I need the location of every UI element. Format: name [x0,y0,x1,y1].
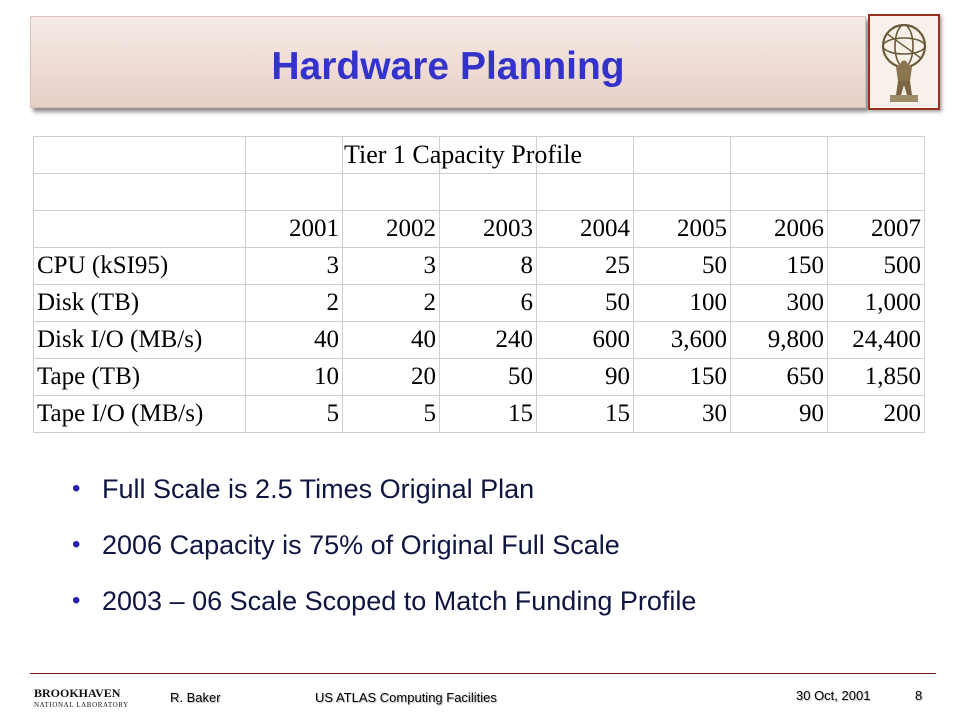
table-row: Disk (TB) 2 2 6 50 100 300 1,000 [33,284,925,322]
bullet-text: 2003 – 06 Scale Scoped to Match Funding … [102,586,697,616]
bullet-dot-icon: • [72,587,81,614]
table-cell: 200 [827,395,925,433]
table-cell: 5 [245,395,343,433]
table-cell: 600 [536,321,634,359]
table-cell: 150 [730,247,828,285]
year-header: 2005 [633,210,731,248]
atlas-logo [868,14,940,110]
table-cell: 2 [342,284,440,322]
table-cell: 300 [730,284,828,322]
table-cell: 24,400 [827,321,925,359]
year-header: 2003 [439,210,537,248]
table-row: Disk I/O (MB/s) 40 40 240 600 3,600 9,80… [33,321,925,359]
table-cell: 90 [536,358,634,396]
table-cell: 10 [245,358,343,396]
table-cell: 25 [536,247,634,285]
bullet-list: • Full Scale is 2.5 Times Original Plan •… [72,466,696,634]
table-cell: 1,000 [827,284,925,322]
bullet-item: • 2006 Capacity is 75% of Original Full S… [72,522,696,578]
atlas-statue-icon [881,23,927,102]
table-row: CPU (kSI95) 3 3 8 25 50 150 500 [33,247,925,285]
row-label: Tape (TB) [33,358,246,396]
table-cell: 500 [827,247,925,285]
table-cell: 6 [439,284,537,322]
table-cell: 40 [245,321,343,359]
bullet-item: • Full Scale is 2.5 Times Original Plan [72,466,696,522]
bullet-dot-icon: • [72,475,81,502]
table-cell: 50 [633,247,731,285]
logo-main-text: BROOKHAVEN [34,686,121,700]
table-cell: 3 [342,247,440,285]
row-label: CPU (kSI95) [33,247,246,285]
row-label: Tape I/O (MB/s) [33,395,246,433]
footer-title: US ATLAS Computing Facilities [315,690,497,705]
table-cell: 3 [245,247,343,285]
table-cell: 15 [536,395,634,433]
table-row: Tape (TB) 10 20 50 90 150 650 1,850 [33,358,925,396]
year-header: 2002 [342,210,440,248]
slide-title: Hardware Planning [271,45,625,88]
footer-author: R. Baker [170,690,221,705]
table-cell: 8 [439,247,537,285]
bullet-text: 2006 Capacity is 75% of Original Full Sc… [102,530,620,560]
table-row: Tape I/O (MB/s) 5 5 15 15 30 90 200 [33,395,925,433]
table-cell: 30 [633,395,731,433]
table-cell: 40 [342,321,440,359]
table-cell: 15 [439,395,537,433]
table-cell: 150 [633,358,731,396]
year-header: 2004 [536,210,634,248]
year-header: 2001 [245,210,343,248]
logo-sub-text: NATIONAL LABORATORY [34,701,129,709]
table-cell: 50 [536,284,634,322]
table-cell: 240 [439,321,537,359]
row-label: Disk (TB) [33,284,246,322]
table-cell: 2 [245,284,343,322]
brookhaven-logo: BROOKHAVEN NATIONAL LABORATORY [34,686,129,709]
bullet-dot-icon: • [72,531,81,558]
year-header: 2007 [827,210,925,248]
footer-rule [30,673,936,674]
table-cell: 5 [342,395,440,433]
footer-date: 30 Oct, 2001 [796,688,871,703]
table-row [33,136,925,174]
table-cell: 3,600 [633,321,731,359]
year-header: 2006 [730,210,828,248]
capacity-table: 2001 2002 2003 2004 2005 2006 2007 CPU (… [33,136,925,433]
table-cell: 90 [730,395,828,433]
row-label: Disk I/O (MB/s) [33,321,246,359]
page-number: 8 [915,688,923,703]
bullet-text: Full Scale is 2.5 Times Original Plan [102,474,535,504]
table-cell: 9,800 [730,321,828,359]
table-row [33,173,925,211]
table-cell: 50 [439,358,537,396]
table-title: Tier 1 Capacity Profile [344,140,583,169]
table-header-row: 2001 2002 2003 2004 2005 2006 2007 [33,210,925,248]
table-cell: 20 [342,358,440,396]
title-bar: Hardware Planning [30,16,866,108]
table-cell: 100 [633,284,731,322]
table-cell: 650 [730,358,828,396]
bullet-item: • 2003 – 06 Scale Scoped to Match Funding… [72,578,696,634]
table-cell: 1,850 [827,358,925,396]
